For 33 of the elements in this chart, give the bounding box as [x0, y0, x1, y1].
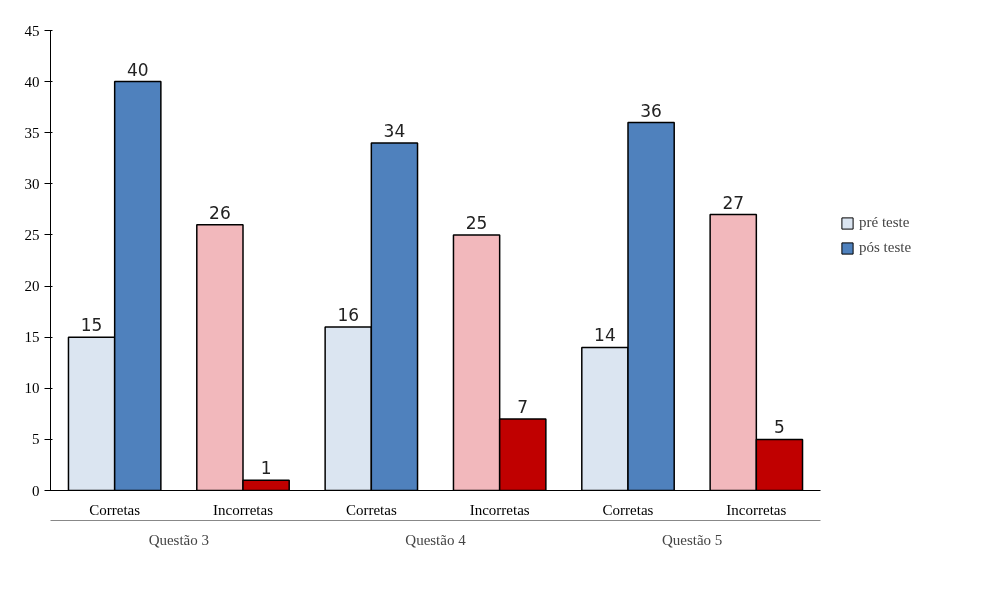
y-tick-label: 30 — [24, 175, 40, 192]
y-tick-label: 40 — [24, 73, 40, 90]
data-label: 26 — [209, 202, 231, 223]
x-tick-label: Corretas — [89, 501, 141, 518]
x-tick-label: Corretas — [602, 501, 654, 518]
data-label: 25 — [465, 212, 488, 233]
x-tick-label: Incorretas — [213, 501, 274, 518]
data-label: 27 — [722, 192, 745, 213]
data-label: 14 — [594, 325, 616, 346]
data-label: 5 — [774, 417, 785, 438]
text: Questão 3 — [148, 531, 210, 548]
data-label: 1 — [260, 458, 272, 479]
y-tick-label: 0 — [32, 482, 40, 499]
data-label: 7 — [517, 396, 529, 417]
legend-label: pré teste — [859, 214, 910, 231]
y-tick-label: 25 — [24, 226, 40, 243]
y-tick-label: 45 — [24, 22, 40, 39]
text: Questão 4 — [405, 531, 467, 548]
y-tick-label: 35 — [24, 124, 40, 141]
x-tick-label: Incorretas — [469, 501, 530, 518]
data-label: 34 — [383, 120, 406, 141]
data-label: 15 — [80, 315, 103, 336]
legend-label: pós teste — [859, 239, 912, 256]
text: Questão 5 — [661, 531, 723, 548]
x-tick-label: Corretas — [345, 501, 397, 518]
y-tick-label: 5 — [32, 431, 40, 448]
y-tick-label: 15 — [24, 329, 40, 346]
y-tick-label: 20 — [24, 278, 40, 295]
data-label: 36 — [640, 100, 662, 121]
data-label: 40 — [126, 59, 149, 80]
data-label: 16 — [337, 304, 360, 325]
x-tick-label: Incorretas — [726, 501, 787, 518]
y-tick-label: 10 — [24, 380, 40, 397]
